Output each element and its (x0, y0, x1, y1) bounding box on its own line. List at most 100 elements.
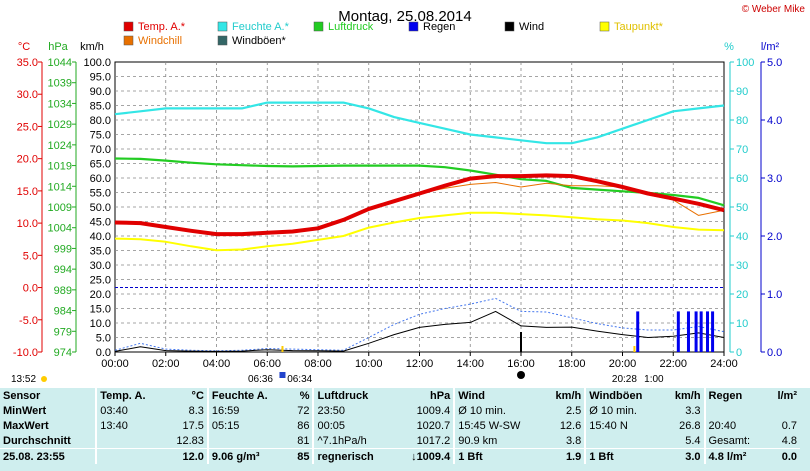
stats-cell (95, 448, 164, 464)
rain-bar (636, 311, 640, 352)
axis-unit-temp: °C (18, 41, 30, 53)
series-temp-a (114, 173, 725, 237)
stats-row: MaxWert 13:40 17.5 05:15 86 00:05 1020.7 15:45 … (0, 418, 800, 433)
legend-label: Temp. A.* (138, 21, 186, 33)
stats-cell: km/h (555, 389, 582, 402)
series-taupunkt (114, 211, 725, 252)
pct-tick-label: 30 (736, 260, 748, 272)
legend-swatch (504, 21, 515, 32)
kmh-tick-label: 35.0 (90, 246, 111, 258)
series-wind (114, 310, 725, 352)
stats-cell: 1017.2 (416, 434, 451, 447)
stats-cell: 1 Bft (453, 448, 544, 464)
grid (115, 62, 724, 352)
legend-swatch (217, 35, 228, 46)
stats-cell: l/m² (777, 389, 797, 402)
weather-chart: Montag, 25.08.2014 © Weber Mike Temp. A.… (11, 4, 805, 385)
legend-swatch (408, 21, 419, 32)
stats-cell: ^7.1hPa/h (312, 433, 395, 449)
rain-bar (706, 311, 710, 352)
time-tick-label: 02:00 (152, 358, 180, 370)
hpa-tick-label: 1014 (48, 181, 72, 193)
stats-cell: 12.0 (163, 448, 208, 464)
stats-cell: 15:40 N (584, 418, 663, 433)
stats-cell: 20:40 (703, 418, 768, 433)
time-tick-label: 14:00 (456, 358, 484, 370)
kmh-tick-label: 20.0 (90, 289, 111, 301)
temp-tick-label: -5.0 (19, 315, 38, 327)
temp-tick-label: -10.0 (13, 347, 38, 359)
stats-cell: 05:15 (206, 418, 289, 433)
kmh-tick-label: 95.0 (90, 72, 111, 84)
stats-cell: 17.5 (182, 419, 204, 432)
stats-cell (95, 433, 164, 449)
axis-unit-hpa: hPa (48, 41, 68, 53)
hpa-tick-label: 1004 (48, 223, 72, 235)
stats-cell: 0.7 (781, 419, 797, 432)
hpa-tick-label: 1034 (48, 98, 72, 110)
series-luftdruck (114, 157, 725, 207)
rain-tick-label: 4.0 (767, 115, 782, 127)
rain-bar (676, 311, 680, 352)
temp-tick-label: 20.0 (17, 154, 38, 166)
stats-cell: 26.8 (679, 419, 701, 432)
stats-cell: 1020.7 (416, 419, 451, 432)
hpa-tick-label: 1019 (48, 161, 72, 173)
stats-cell: 4.8 l/m² (703, 448, 768, 464)
rain-bar (711, 311, 715, 352)
axis-unit-rain: l/m² (761, 41, 780, 53)
rain-bar (694, 311, 698, 352)
stats-cell: °C (191, 389, 204, 402)
legend-label: Windböen* (232, 35, 287, 47)
stats-cell: Ø 10 min. (453, 403, 544, 418)
hpa-tick-label: 1024 (48, 140, 72, 152)
rain-tick-label: 3.0 (767, 173, 782, 185)
stats-cell: Wind (453, 388, 544, 403)
time-tick-label: 18:00 (558, 358, 586, 370)
stats-cell: 13:40 (95, 418, 164, 433)
pct-tick-label: 20 (736, 289, 748, 301)
temp-tick-label: 15.0 (17, 186, 38, 198)
stats-table: Sensor Temp. A. °C Feuchte A.% Luftdruck hPa W… (0, 388, 800, 464)
time-tick-label: 10:00 (355, 358, 383, 370)
pct-tick-label: 10 (736, 318, 748, 330)
time-tick-label: 04:00 (203, 358, 231, 370)
time-tick-label: 22:00 (659, 358, 687, 370)
stats-cell: 00:05 (312, 418, 395, 433)
stats-cell: regnerisch (312, 448, 395, 464)
stats-cell: 8.3 (188, 404, 204, 417)
stats-cell: MinWert (3, 404, 47, 417)
kmh-tick-label: 85.0 (90, 101, 111, 113)
stats-cell: 90.9 km (453, 433, 544, 449)
hpa-tick-label: 994 (54, 264, 72, 276)
temp-tick-label: 0.0 (23, 283, 38, 295)
pct-tick-label: 50 (736, 202, 748, 214)
rain-tick-label: 1.0 (767, 289, 782, 301)
stats-cell (703, 403, 768, 418)
pct-tick-label: 0 (736, 347, 742, 359)
stats-cell: 0.0 (767, 448, 800, 464)
pct-tick-label: 100 (736, 57, 754, 69)
stats-cell: 85 (288, 448, 314, 464)
temp-tick-label: 25.0 (17, 121, 38, 133)
stats-cell: 3.8 (565, 434, 582, 447)
kmh-tick-label: 100.0 (83, 57, 111, 69)
kmh-tick-label: 15.0 (90, 304, 111, 316)
stats-cell: 12.6 (559, 419, 582, 432)
kmh-tick-label: 70.0 (90, 144, 111, 156)
legend-swatch (217, 21, 228, 32)
stats-cell: 9.06 g/m³ (206, 448, 289, 464)
stats-row: MinWert 03:40 8.3 16:59 72 23:50 1009.4 Ø 10 mi… (0, 403, 800, 418)
stats-cell: Windböen (584, 388, 663, 403)
stats-cell: Temp. A. (95, 388, 164, 403)
stats-cell: Luftdruck (312, 388, 395, 403)
hpa-tick-label: 1039 (48, 78, 72, 90)
astro-time-label: 06:34 (287, 374, 312, 385)
stats-cell: 1 Bft (584, 448, 663, 464)
hpa-tick-label: 999 (54, 243, 72, 255)
stats-cell: 1.9 (543, 448, 586, 464)
pct-tick-label: 90 (736, 86, 748, 98)
time-tick-label: 20:00 (609, 358, 637, 370)
legend-swatch (599, 21, 610, 32)
pct-tick-label: 40 (736, 231, 748, 243)
